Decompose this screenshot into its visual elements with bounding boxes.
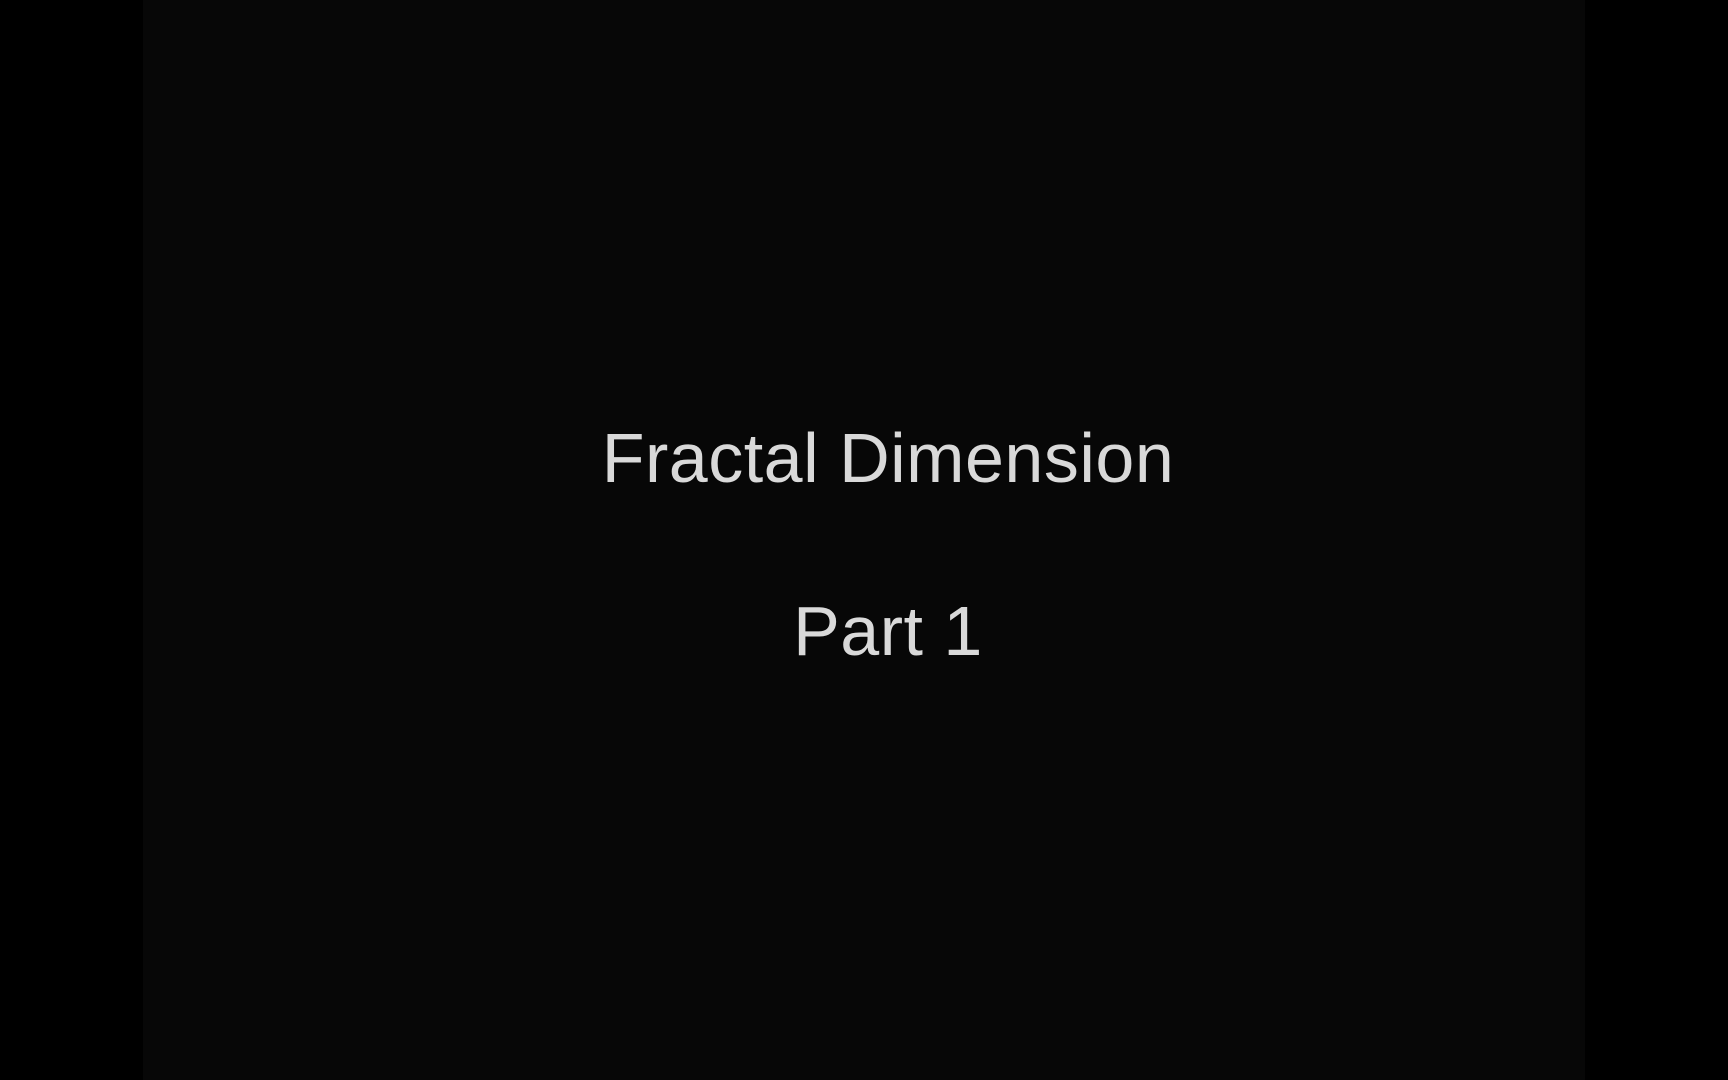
title-slide xyxy=(143,0,1585,1080)
slide-title: Fractal Dimension xyxy=(601,419,1175,497)
slide-subtitle: Part 1 xyxy=(793,592,983,670)
